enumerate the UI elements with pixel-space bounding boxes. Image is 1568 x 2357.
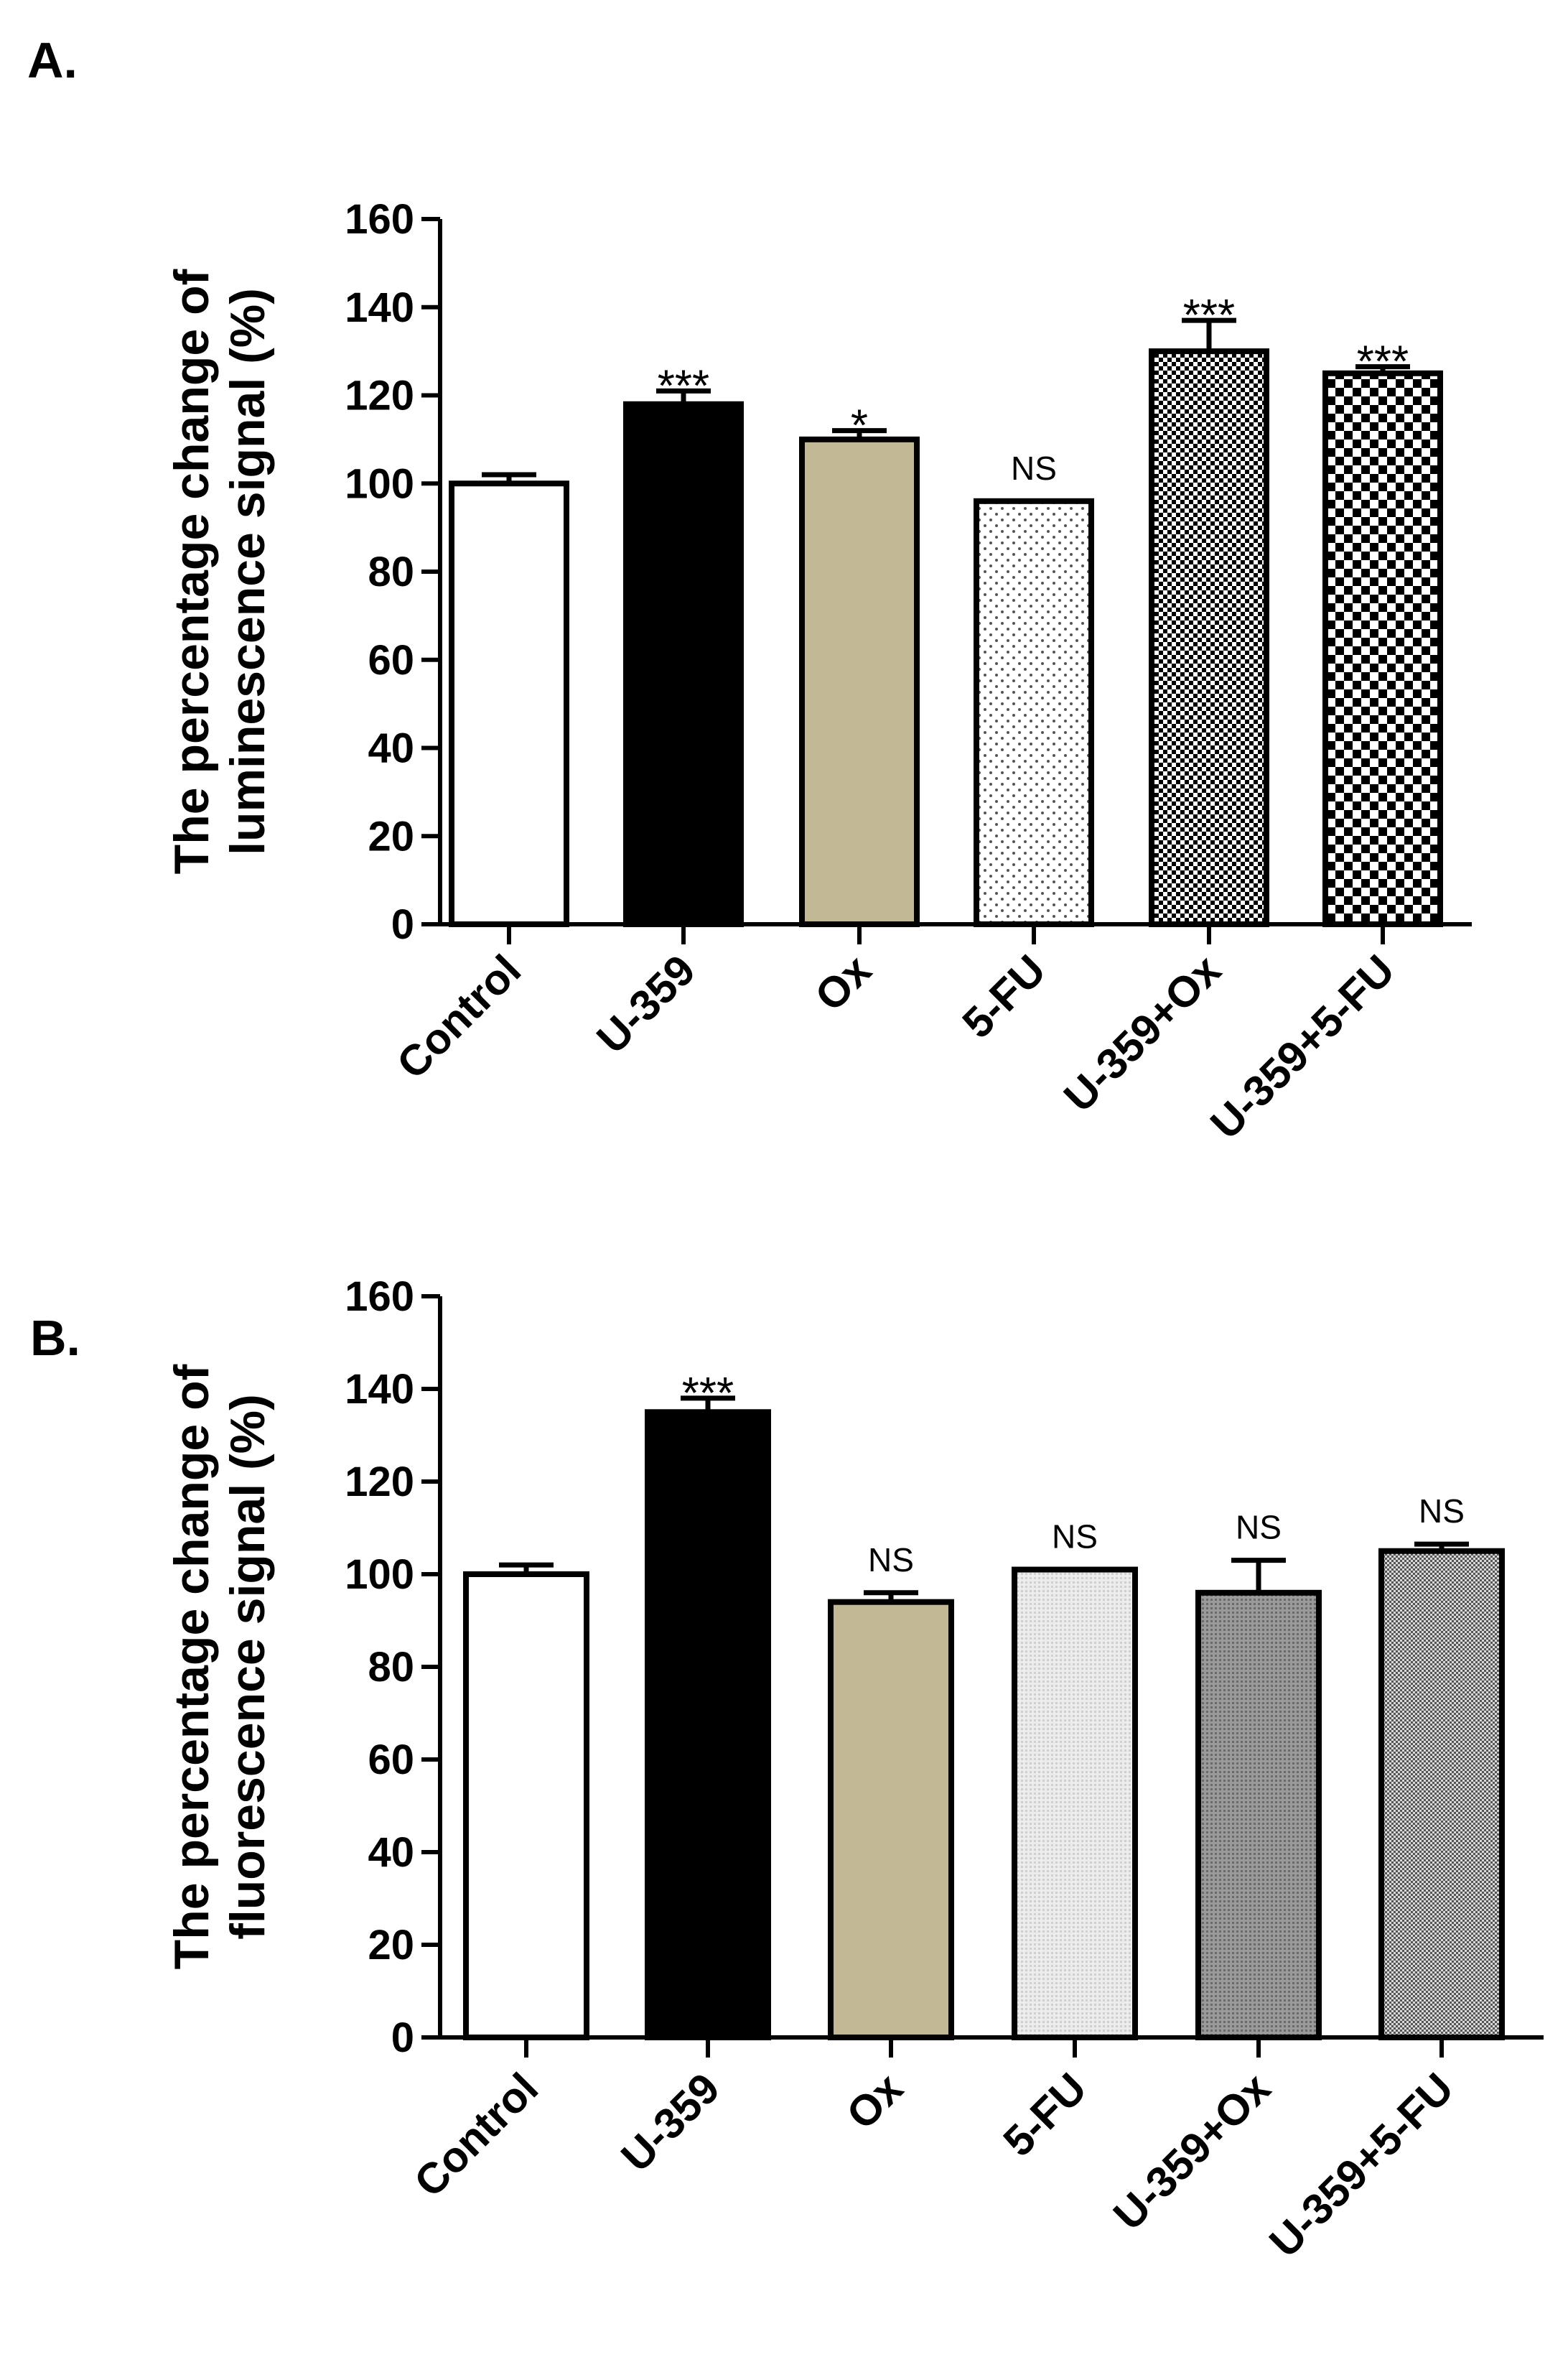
panel-b: B. The percentage change of fluorescence s…: [30, 1273, 1544, 2267]
y-tick-label: 80: [368, 1644, 414, 1691]
significance-label: *: [851, 401, 868, 451]
x-tick-label: Control: [388, 946, 530, 1088]
y-tick-label: 20: [368, 813, 414, 860]
y-tick-label: 60: [368, 637, 414, 684]
x-tick-label: 5-FU: [953, 946, 1055, 1048]
bar-5-fu: [1012, 1566, 1138, 2041]
x-tick-label: Control: [405, 2064, 547, 2206]
y-tick-label: 160: [345, 196, 414, 243]
significance-label: NS: [868, 1541, 914, 1579]
y-axis-title: The percentage change of: [164, 269, 219, 874]
significance-label: NS: [1052, 1518, 1098, 1556]
y-tick-label: 140: [345, 284, 414, 331]
bar-u-359: [623, 401, 744, 927]
bar-u-359: [645, 1409, 771, 2040]
y-tick-label: 0: [391, 2014, 414, 2061]
y-tick-label: 120: [345, 1459, 414, 1505]
x-tick-label: U-359: [612, 2064, 729, 2181]
x-tick-label: Ox: [806, 946, 880, 1021]
bar-u-359-ox: [1149, 348, 1269, 927]
bar-u-359-5-fu: [1322, 370, 1443, 927]
y-axis-title: luminescence signal (%): [220, 288, 275, 855]
significance-label: ***: [1357, 338, 1409, 387]
significance-label: NS: [1236, 1509, 1282, 1546]
y-tick-label: 100: [345, 1551, 414, 1598]
bar-5-fu: [974, 498, 1094, 927]
y-axis-title: fluorescence signal (%): [220, 1394, 275, 1940]
y-tick-label: 40: [368, 725, 414, 772]
x-tick-label: U-359: [587, 946, 704, 1063]
bar-control: [449, 480, 569, 927]
significance-label: ***: [658, 361, 709, 411]
y-tick-label: 60: [368, 1737, 414, 1783]
y-tick-label: 120: [345, 373, 414, 419]
y-tick-label: 140: [345, 1366, 414, 1413]
x-tick-label: U-359+5-FU: [1260, 2064, 1462, 2267]
significance-label: ***: [682, 1369, 734, 1418]
y-axis-title: The percentage change of: [164, 1364, 219, 1969]
x-tick-label: U-359+Ox: [1104, 2064, 1279, 2239]
y-tick-label: 20: [368, 1922, 414, 1968]
bar-ox: [799, 436, 920, 927]
y-tick-label: 100: [345, 460, 414, 507]
x-tick-label: 5-FU: [994, 2064, 1096, 2166]
panel-letter: A.: [27, 32, 78, 88]
significance-label: ***: [1183, 291, 1235, 340]
y-tick-label: 40: [368, 1829, 414, 1876]
bar-u-359-5-fu: [1378, 1548, 1505, 2040]
significance-label: NS: [1419, 1492, 1465, 1530]
panel-a: A. The percentage change of luminescence s…: [27, 32, 1472, 1148]
significance-label: NS: [1011, 450, 1057, 487]
y-tick-label: 80: [368, 549, 414, 595]
bar-ox: [828, 1599, 954, 2040]
y-tick-label: 160: [345, 1273, 414, 1320]
x-tick-label: U-359+5-FU: [1201, 946, 1404, 1148]
x-tick-label: U-359+Ox: [1055, 946, 1230, 1121]
bar-control: [463, 1571, 589, 2040]
bar-u-359-ox: [1195, 1589, 1322, 2041]
panel-letter: B.: [30, 1310, 80, 1366]
x-tick-label: Ox: [837, 2064, 912, 2139]
y-tick-label: 0: [391, 901, 414, 948]
